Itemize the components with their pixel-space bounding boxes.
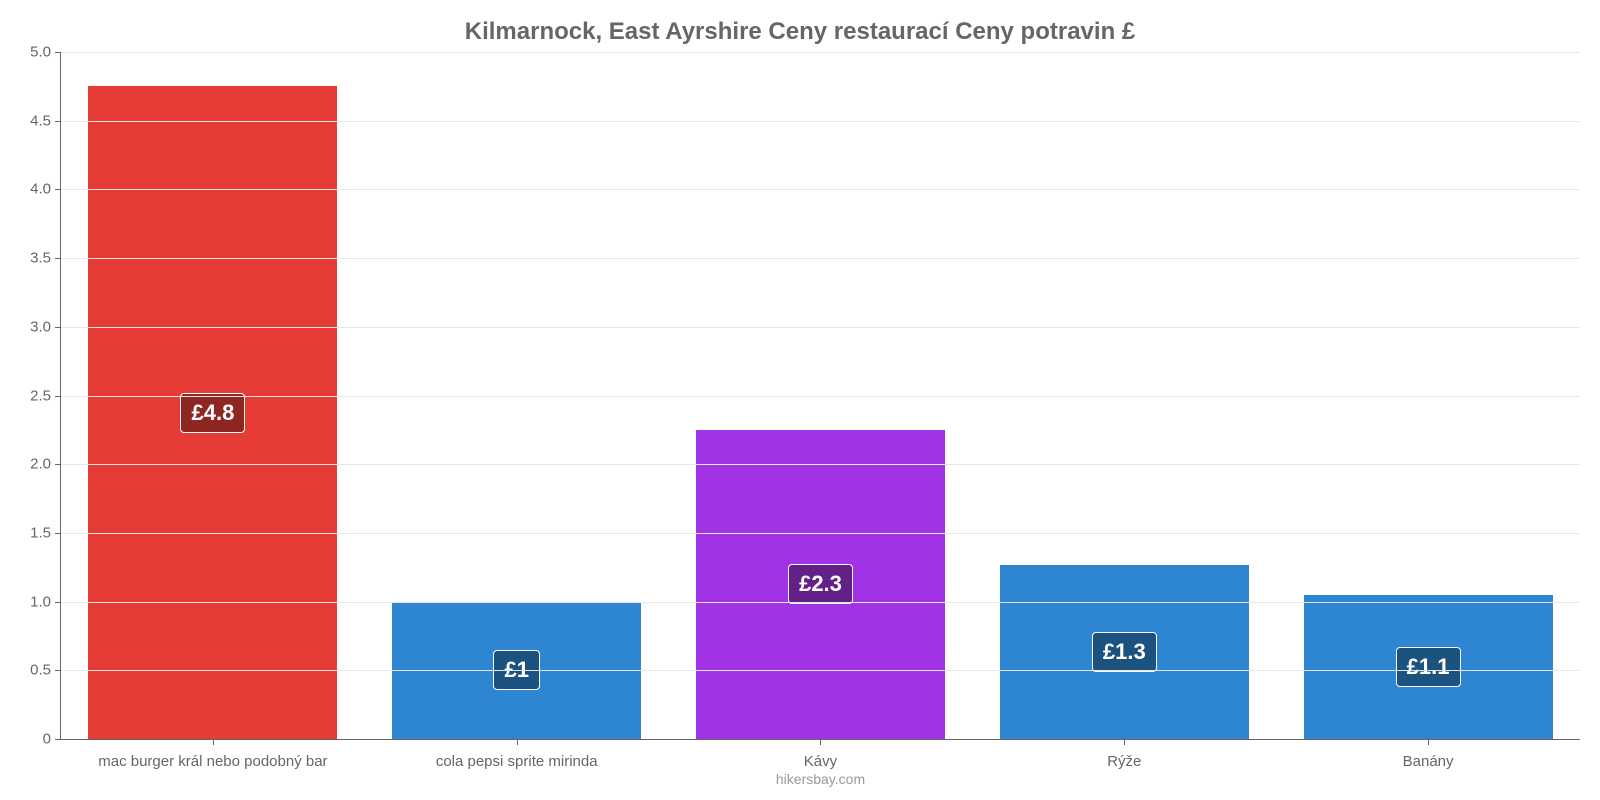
x-category-label: cola pepsi sprite mirinda <box>436 739 598 770</box>
x-category-label: mac burger král nebo podobný bar <box>98 739 327 770</box>
chart-title: Kilmarnock, East Ayrshire Ceny restaurac… <box>0 0 1600 52</box>
bar-value-label: £1.3 <box>1092 632 1157 672</box>
bar-slot: £1cola pepsi sprite mirinda <box>365 52 669 739</box>
bar: £4.8 <box>88 86 337 739</box>
y-tick <box>55 602 61 603</box>
y-tick <box>55 258 61 259</box>
y-tick <box>55 670 61 671</box>
plot-region: £4.8mac burger král nebo podobný bar£1co… <box>60 52 1580 740</box>
y-tick <box>55 464 61 465</box>
bar-slot: £1.3Rýže <box>972 52 1276 739</box>
y-tick <box>55 52 61 53</box>
plot-area: £4.8mac burger král nebo podobný bar£1co… <box>60 52 1580 740</box>
bar: £1 <box>392 602 641 739</box>
bar-slot: £4.8mac burger král nebo podobný bar <box>61 52 365 739</box>
y-tick <box>55 327 61 328</box>
bar: £2.3 <box>696 430 945 739</box>
bar-value-label: £2.3 <box>788 564 853 604</box>
attribution-text: hikersbay.com <box>61 771 1580 787</box>
y-tick <box>55 189 61 190</box>
y-tick <box>55 533 61 534</box>
bar-slot: £1.1Banány <box>1276 52 1580 739</box>
bar: £1.1 <box>1304 595 1553 739</box>
price-bar-chart: Kilmarnock, East Ayrshire Ceny restaurac… <box>0 0 1600 800</box>
bar-value-label: £4.8 <box>180 393 245 433</box>
x-category-label: Kávy <box>804 739 837 770</box>
x-category-label: Rýže <box>1107 739 1141 770</box>
y-tick <box>55 396 61 397</box>
bars-row: £4.8mac burger král nebo podobný bar£1co… <box>61 52 1580 739</box>
bar: £1.3 <box>1000 565 1249 739</box>
bar-value-label: £1.1 <box>1396 647 1461 687</box>
y-tick <box>55 739 61 740</box>
x-category-label: Banány <box>1403 739 1454 770</box>
bar-value-label: £1 <box>493 650 539 690</box>
y-tick <box>55 121 61 122</box>
bar-slot: £2.3Kávy <box>669 52 973 739</box>
